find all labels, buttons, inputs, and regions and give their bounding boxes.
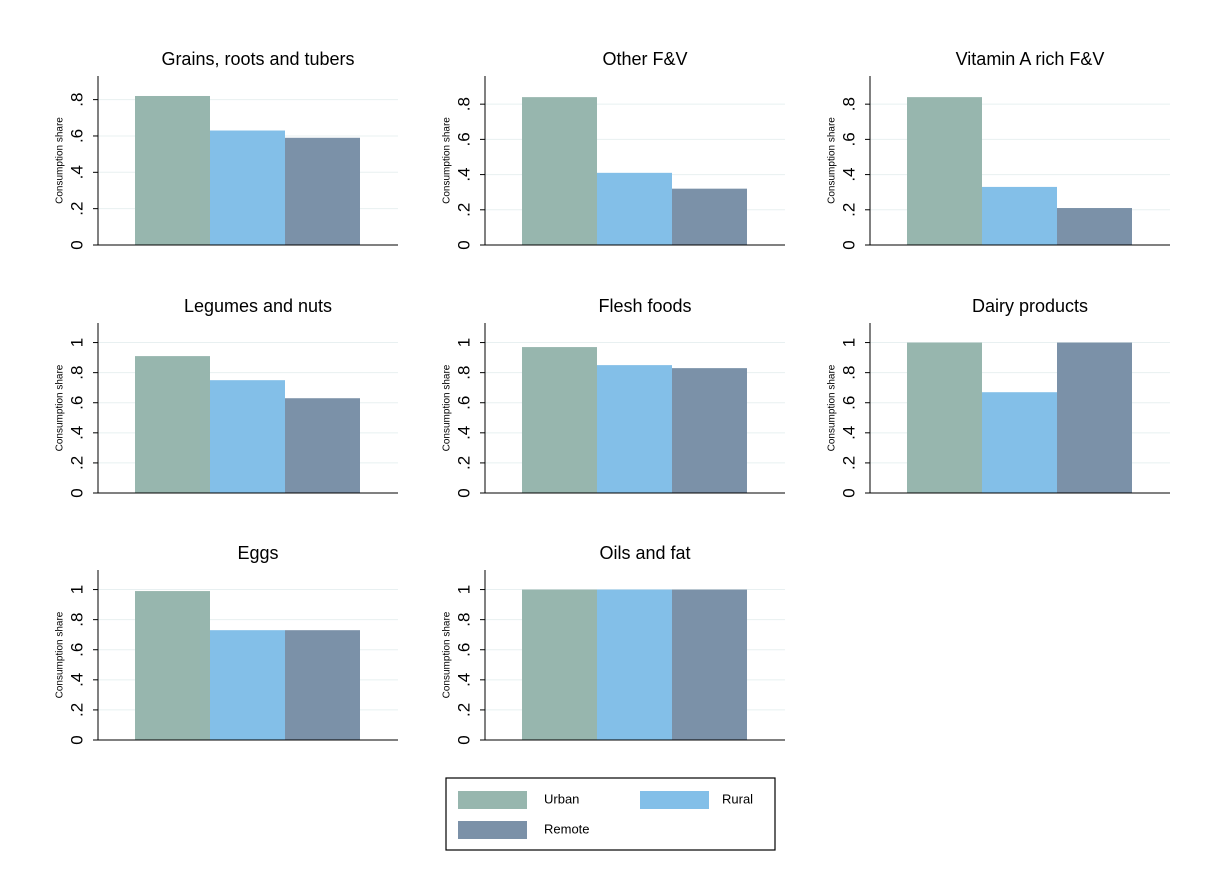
y-tick-label: .4 <box>67 673 86 687</box>
y-tick-label: .8 <box>454 613 473 627</box>
y-tick-label: .4 <box>67 426 86 440</box>
y-tick-label: 1 <box>67 585 86 594</box>
bar <box>597 172 672 245</box>
bar <box>597 589 672 740</box>
y-tick-label: 1 <box>839 338 858 347</box>
y-axis-label: Consumption share <box>827 117 838 204</box>
y-tick-label: .6 <box>454 643 473 657</box>
y-tick-label: .4 <box>454 673 473 687</box>
legend-label: Rural <box>722 791 753 806</box>
legend-label: Urban <box>544 791 579 806</box>
y-axis-label: Consumption share <box>55 364 66 451</box>
bar <box>522 97 597 245</box>
y-tick-label: .6 <box>67 129 86 143</box>
y-axis-label: Consumption share <box>442 117 453 204</box>
bar <box>982 186 1057 245</box>
y-tick-label: .6 <box>839 396 858 410</box>
bar <box>285 398 360 493</box>
bar <box>135 591 210 740</box>
y-tick-label: .4 <box>67 165 86 179</box>
y-tick-label: 0 <box>454 735 473 744</box>
y-tick-label: .2 <box>67 456 86 470</box>
panel-title: Other F&V <box>602 49 687 69</box>
y-tick-label: .2 <box>67 202 86 216</box>
bar <box>1057 342 1132 493</box>
y-tick-label: .6 <box>67 643 86 657</box>
panel-title: Dairy products <box>972 296 1088 316</box>
panel-title: Flesh foods <box>598 296 691 316</box>
panel-title: Grains, roots and tubers <box>161 49 354 69</box>
bar <box>135 356 210 493</box>
y-tick-label: .4 <box>839 426 858 440</box>
y-axis-label: Consumption share <box>827 364 838 451</box>
y-tick-label: 0 <box>454 488 473 497</box>
bar <box>672 368 747 493</box>
y-tick-label: .2 <box>67 703 86 717</box>
panel-title: Eggs <box>237 543 278 563</box>
y-tick-label: .8 <box>67 366 86 380</box>
bar <box>597 365 672 493</box>
y-tick-label: .8 <box>67 613 86 627</box>
legend-box <box>445 777 776 851</box>
y-tick-label: .8 <box>67 93 86 107</box>
y-tick-label: .2 <box>454 703 473 717</box>
bar <box>672 589 747 740</box>
y-tick-label: .2 <box>839 456 858 470</box>
bar <box>210 630 285 740</box>
y-axis-label: Consumption share <box>55 117 66 204</box>
y-tick-label: .4 <box>839 167 858 181</box>
y-tick-label: .6 <box>839 132 858 146</box>
y-tick-label: .8 <box>454 97 473 111</box>
panel-title: Vitamin A rich F&V <box>956 49 1105 69</box>
bar <box>522 347 597 493</box>
y-tick-label: 0 <box>67 735 86 744</box>
y-tick-label: .2 <box>454 456 473 470</box>
legend-swatch <box>458 821 527 839</box>
y-tick-label: .4 <box>454 426 473 440</box>
bar <box>135 95 210 245</box>
legend-label: Remote <box>544 821 590 836</box>
bar <box>907 342 982 493</box>
y-tick-label: 0 <box>454 240 473 249</box>
bar <box>907 97 982 245</box>
legend-swatch <box>640 791 709 809</box>
bar <box>285 137 360 245</box>
y-tick-label: .6 <box>67 396 86 410</box>
panel-title: Oils and fat <box>599 543 690 563</box>
y-axis-label: Consumption share <box>442 611 453 698</box>
y-tick-label: 0 <box>839 240 858 249</box>
y-tick-label: .4 <box>454 167 473 181</box>
panel-title: Legumes and nuts <box>184 296 332 316</box>
y-tick-label: 0 <box>67 240 86 249</box>
bar <box>210 130 285 245</box>
y-tick-label: 0 <box>839 488 858 497</box>
bar <box>210 380 285 493</box>
y-tick-label: 1 <box>454 338 473 347</box>
y-tick-label: .8 <box>839 97 858 111</box>
bar <box>285 630 360 740</box>
y-tick-label: .2 <box>839 203 858 217</box>
legend-swatch <box>458 791 527 809</box>
bar <box>982 392 1057 493</box>
bar <box>1057 208 1132 245</box>
bar <box>522 589 597 740</box>
y-tick-label: .8 <box>839 366 858 380</box>
y-tick-label: 1 <box>67 338 86 347</box>
y-tick-label: .8 <box>454 366 473 380</box>
y-tick-label: 1 <box>454 585 473 594</box>
bar <box>672 188 747 245</box>
y-tick-label: .6 <box>454 396 473 410</box>
y-tick-label: .2 <box>454 203 473 217</box>
y-tick-label: 0 <box>67 488 86 497</box>
y-axis-label: Consumption share <box>55 611 66 698</box>
y-tick-label: .6 <box>454 132 473 146</box>
y-axis-label: Consumption share <box>442 364 453 451</box>
